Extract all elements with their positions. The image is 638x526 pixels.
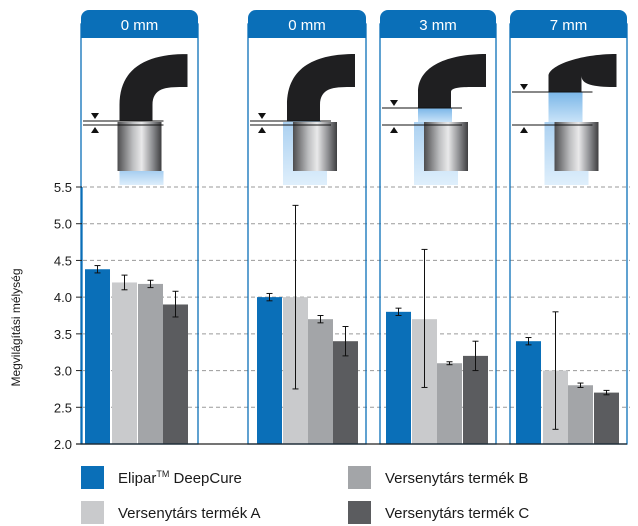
y-tick-label: 2.0 xyxy=(54,437,72,452)
light-guide xyxy=(119,40,188,121)
bar xyxy=(386,311,411,444)
gap-arrow xyxy=(258,127,266,133)
panel-header xyxy=(81,24,198,38)
light-beam xyxy=(119,171,164,185)
y-tick-label: 5.5 xyxy=(54,180,72,195)
probe-illustration xyxy=(250,40,355,185)
y-tick-label: 3.0 xyxy=(54,364,72,379)
panel-label: 7 mm xyxy=(550,17,588,34)
legend-swatch xyxy=(81,466,104,489)
legend-label: Versenytárs termék A xyxy=(118,505,261,522)
bar xyxy=(112,282,137,444)
light-beam xyxy=(418,108,452,122)
sample-cylinder xyxy=(554,122,599,171)
y-axis: 2.0 2.5 3.0 3.5 4.0 4.5 5.0 5.5 Megvilágítási mé… xyxy=(9,180,627,452)
gap-arrow xyxy=(91,127,99,133)
legend-label: EliparTM DeepCure xyxy=(118,469,242,487)
light-guide xyxy=(548,40,617,92)
probe-illustration xyxy=(83,40,188,185)
legend-swatch xyxy=(81,501,104,524)
probe-illustration xyxy=(512,40,617,185)
y-tick-label: 4.0 xyxy=(54,290,72,305)
bar xyxy=(516,341,541,444)
y-tick-label: 3.5 xyxy=(54,327,72,342)
gap-arrow xyxy=(390,127,398,133)
bar xyxy=(568,385,593,444)
y-tick-label: 5.0 xyxy=(54,217,72,232)
gap-arrow xyxy=(258,113,266,119)
bar xyxy=(437,363,462,444)
bar xyxy=(594,392,619,444)
sample-cylinder xyxy=(117,122,162,171)
bar xyxy=(85,269,110,444)
bar xyxy=(138,283,163,444)
probe-illustration xyxy=(382,40,486,185)
gap-arrow xyxy=(390,100,398,106)
panel-label: 3 mm xyxy=(419,17,457,34)
panel-header xyxy=(380,24,496,38)
bar xyxy=(308,319,333,444)
light-guide xyxy=(287,40,355,121)
legend-swatch xyxy=(348,501,371,524)
light-beam xyxy=(548,92,583,122)
light-guide xyxy=(418,40,486,108)
bar xyxy=(257,297,282,444)
gap-arrow xyxy=(520,84,528,90)
gap-arrow xyxy=(91,113,99,119)
gap-arrow xyxy=(520,127,528,133)
bars xyxy=(85,204,619,444)
sample-cylinder xyxy=(424,122,468,171)
legend: EliparTM DeepCure Versenytárs termék A Ver… xyxy=(81,466,529,524)
y-tick-label: 2.5 xyxy=(54,400,72,415)
panel-header xyxy=(510,24,627,38)
probe-illustrations xyxy=(83,40,617,185)
y-tick-label: 4.5 xyxy=(54,253,72,268)
panel-header xyxy=(248,24,366,38)
bar xyxy=(163,304,188,444)
panel-frames: 0 mm 0 mm 3 mm 7 mm xyxy=(80,10,628,445)
bar xyxy=(333,341,358,444)
legend-label: Versenytárs termék C xyxy=(385,505,529,522)
sample-cylinder xyxy=(293,122,337,171)
y-axis-label: Megvilágítási mélység xyxy=(9,268,23,386)
legend-label: Versenytárs termék B xyxy=(385,470,528,487)
panel-label: 0 mm xyxy=(288,17,326,34)
panel-label: 0 mm xyxy=(121,17,159,34)
legend-swatch xyxy=(348,466,371,489)
